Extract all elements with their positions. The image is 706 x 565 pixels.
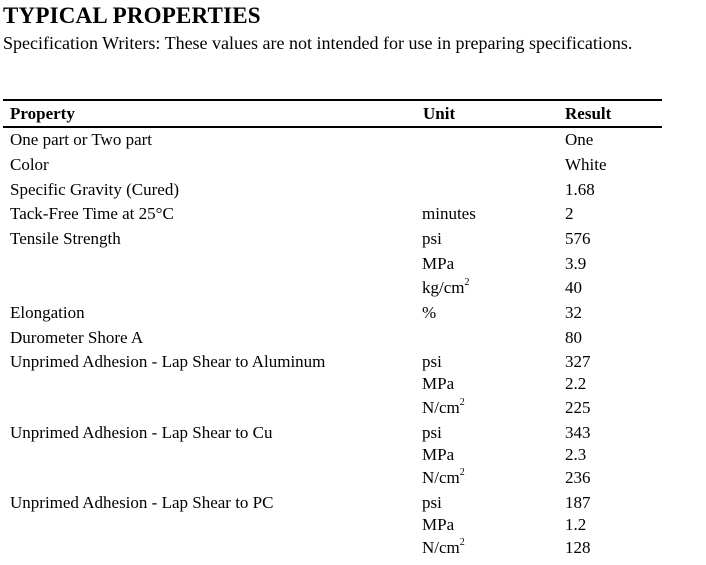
row-property: Unprimed Adhesion - Lap Shear to Cu [10, 423, 273, 442]
row-result: 576 [565, 229, 591, 248]
row-unit: psi [422, 229, 442, 248]
row-unit: MPa [422, 445, 455, 464]
row-result: 343 [565, 423, 591, 442]
row-unit: psi [422, 352, 442, 371]
row-property: Unprimed Adhesion - Lap Shear to Aluminu… [10, 352, 326, 371]
row-property: Specific Gravity (Cured) [10, 180, 179, 199]
row-result: 128 [565, 538, 591, 557]
row-property: Tack-Free Time at 25°C [10, 204, 174, 223]
header-unit: Unit [423, 104, 456, 123]
row-result: One [565, 130, 594, 149]
row-property: Color [10, 155, 49, 174]
row-unit: N/cm2 [422, 397, 465, 417]
row-unit: MPa [422, 374, 455, 393]
row-property: Durometer Shore A [10, 328, 144, 347]
row-result: 236 [565, 468, 591, 487]
table-header-rule [3, 126, 662, 128]
row-unit: MPa [422, 515, 455, 534]
row-property: Unprimed Adhesion - Lap Shear to PC [10, 493, 274, 512]
row-result: 225 [565, 398, 591, 417]
row-property: Elongation [10, 303, 85, 322]
row-result: 32 [565, 303, 582, 322]
page-subtitle: Specification Writers: These values are … [3, 33, 633, 53]
row-result: White [565, 155, 607, 174]
row-result: 2 [565, 204, 574, 223]
row-result: 187 [565, 493, 591, 512]
row-result: 2.2 [565, 374, 587, 393]
row-property: Tensile Strength [10, 229, 121, 248]
row-unit: kg/cm2 [422, 277, 470, 297]
row-unit: psi [422, 493, 442, 512]
row-unit: N/cm2 [422, 537, 465, 557]
row-unit: N/cm2 [422, 467, 465, 487]
row-result: 1.2 [565, 515, 587, 534]
row-result: 1.68 [565, 180, 595, 199]
page-title: TYPICAL PROPERTIES [3, 3, 261, 28]
row-unit: MPa [422, 254, 455, 273]
row-result: 327 [565, 352, 591, 371]
row-result: 3.9 [565, 254, 587, 273]
header-result: Result [565, 104, 612, 123]
row-unit: % [422, 303, 437, 322]
row-result: 80 [565, 328, 582, 347]
table-top-rule [3, 99, 662, 101]
row-property: One part or Two part [10, 130, 153, 149]
header-property: Property [10, 104, 75, 123]
row-result: 40 [565, 278, 582, 297]
row-unit: psi [422, 423, 442, 442]
row-unit: minutes [422, 204, 476, 223]
row-result: 2.3 [565, 445, 587, 464]
